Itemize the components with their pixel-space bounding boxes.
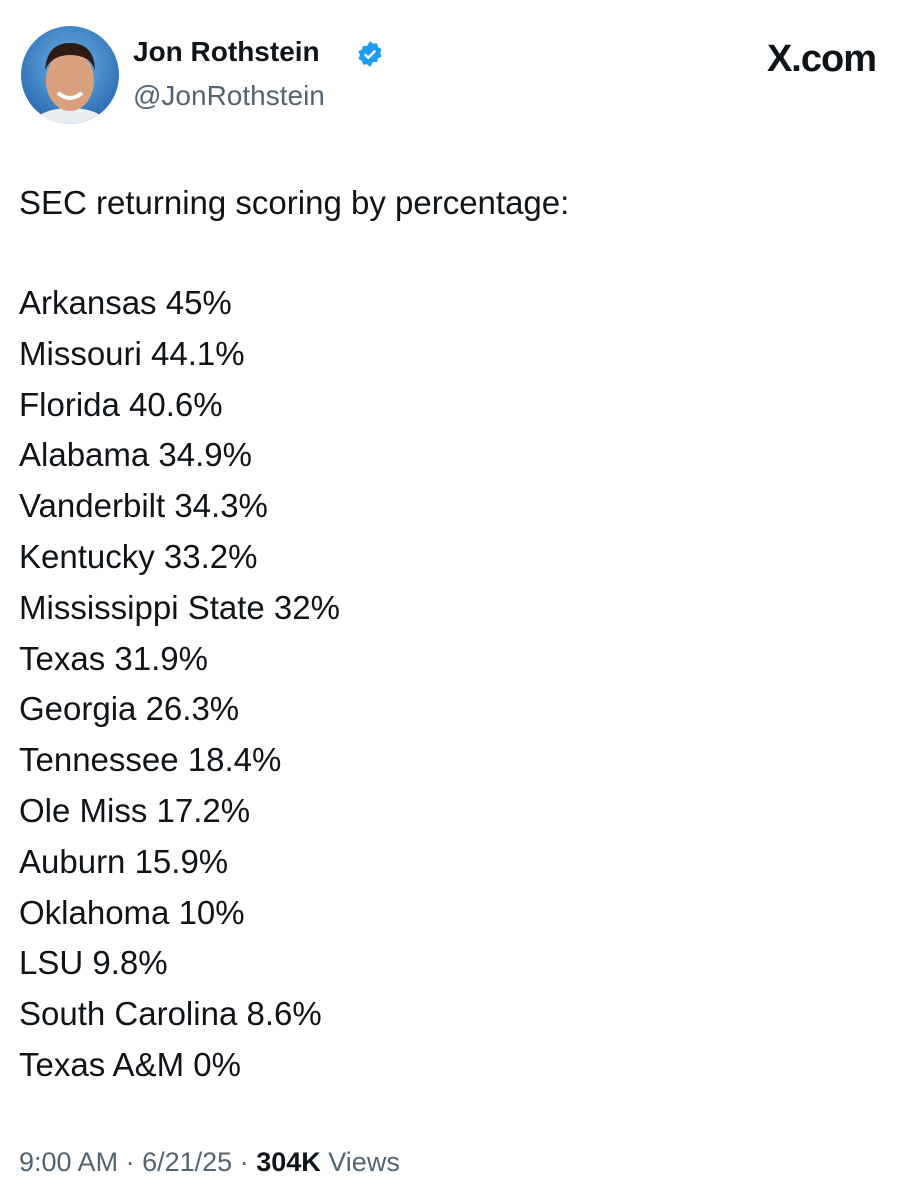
separator: · — [239, 1147, 249, 1177]
view-count: 304K — [256, 1147, 321, 1177]
post-line: Georgia 26.3% — [19, 690, 240, 728]
post-line: Auburn 15.9% — [19, 842, 229, 880]
post-line: Mississippi State 32% — [19, 588, 340, 626]
views-label: Views — [328, 1147, 400, 1177]
author-handle[interactable]: @JonRothstein — [133, 80, 325, 111]
post-lines: Arkansas 45% Missouri 44.1% Florida 40.6% A… — [19, 283, 340, 1096]
post-heading: SEC returning scoring by percentage: — [19, 184, 570, 221]
post-line: Tennessee 18.4% — [19, 741, 282, 779]
post-line: LSU 9.8% — [19, 944, 168, 982]
separator: · — [125, 1147, 135, 1177]
post-time[interactable]: 9:00 AM — [19, 1147, 119, 1177]
post-footer: 9:00 AM · 6/21/25 · 304K Views — [19, 1147, 400, 1178]
verified-badge — [358, 41, 382, 67]
brand: X.com — [766, 38, 877, 80]
post-line: Alabama 34.9% — [19, 436, 252, 474]
post-line: Oklahoma 10% — [19, 893, 245, 931]
post-line: Ole Miss 17.2% — [19, 791, 251, 829]
post-line: Arkansas 45% — [19, 284, 232, 321]
post-line: Missouri 44.1% — [19, 334, 245, 372]
post-line: Texas A&M 0% — [19, 1045, 241, 1083]
post-date[interactable]: 6/21/25 — [142, 1147, 233, 1177]
author-name[interactable]: Jon Rothstein — [133, 36, 320, 67]
avatar[interactable] — [20, 25, 120, 125]
post-line: Vanderbilt 34.3% — [19, 487, 268, 525]
post-line: South Carolina 8.6% — [19, 995, 322, 1033]
post-line: Texas 31.9% — [19, 639, 208, 677]
post-line: Florida 40.6% — [19, 385, 223, 423]
post-line: Kentucky 33.2% — [19, 537, 258, 575]
